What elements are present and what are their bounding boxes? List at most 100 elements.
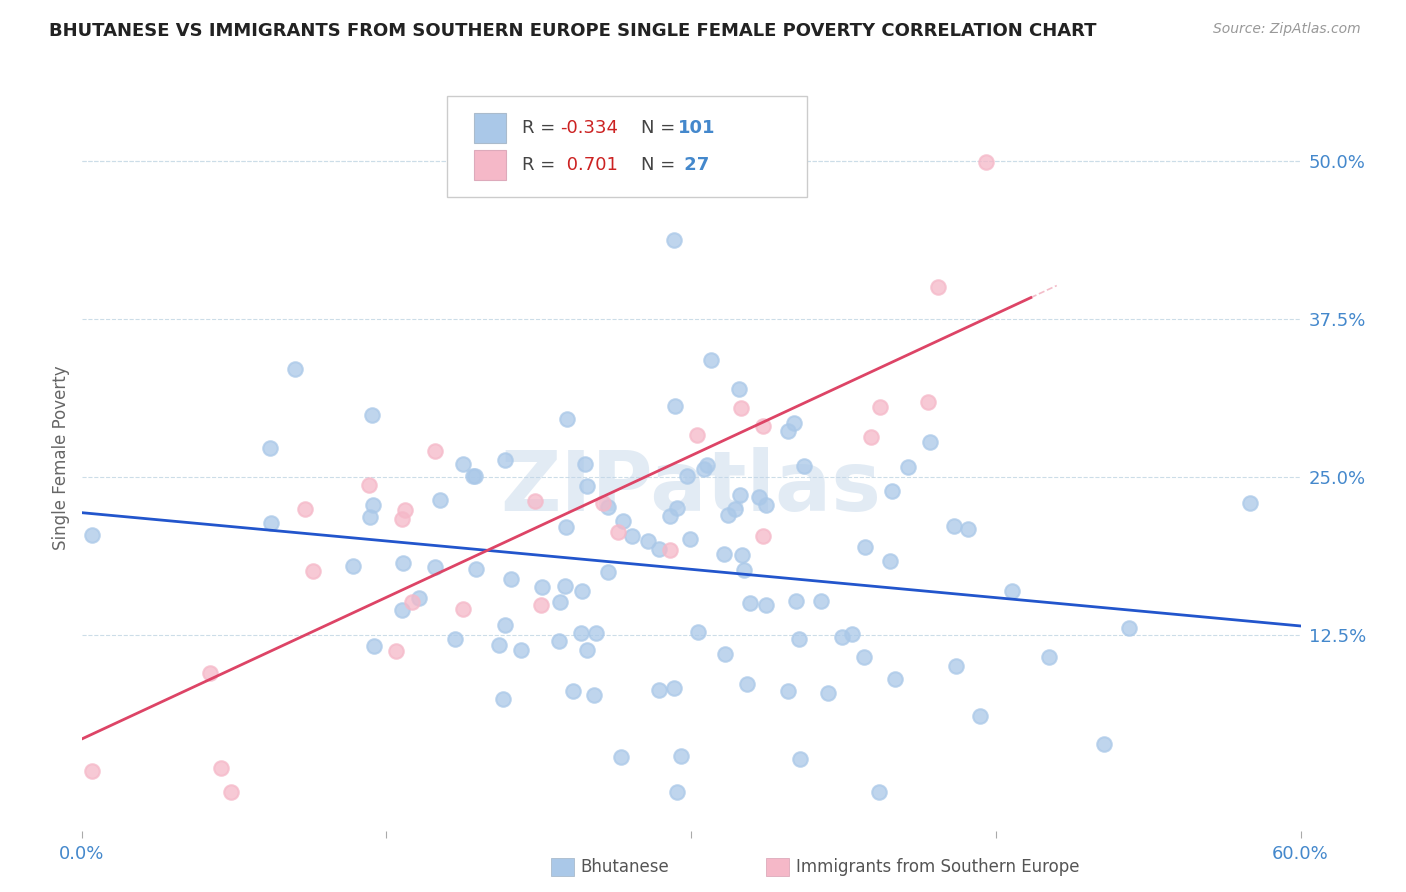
Point	[464, 468, 486, 483]
Point	[853, 649, 876, 664]
Point	[810, 594, 832, 608]
Point	[499, 572, 522, 586]
Point	[555, 520, 578, 534]
Point	[576, 479, 599, 493]
Point	[574, 458, 596, 472]
Point	[284, 361, 307, 376]
Point	[751, 529, 773, 543]
Text: Immigrants from Southern Europe: Immigrants from Southern Europe	[796, 858, 1080, 876]
Point	[391, 602, 413, 616]
Point	[869, 400, 891, 414]
Point	[664, 399, 686, 413]
Point	[585, 626, 607, 640]
Point	[751, 418, 773, 433]
Point	[612, 514, 634, 528]
Point	[880, 484, 903, 499]
Point	[609, 750, 631, 764]
Point	[917, 394, 939, 409]
Text: N =: N =	[641, 155, 681, 174]
Point	[733, 563, 755, 577]
Point	[423, 559, 446, 574]
Point	[524, 494, 547, 508]
FancyBboxPatch shape	[474, 150, 506, 179]
Point	[662, 233, 685, 247]
Text: R =: R =	[522, 155, 561, 174]
Point	[598, 565, 620, 579]
Point	[554, 579, 576, 593]
Text: N =: N =	[641, 119, 681, 137]
Point	[200, 666, 222, 681]
Point	[423, 443, 446, 458]
Point	[841, 627, 863, 641]
Text: BHUTANESE VS IMMIGRANTS FROM SOUTHERN EUROPE SINGLE FEMALE POVERTY CORRELATION C: BHUTANESE VS IMMIGRANTS FROM SOUTHERN EU…	[49, 22, 1097, 40]
Point	[783, 416, 806, 430]
Point	[868, 785, 890, 799]
Point	[658, 508, 681, 523]
Y-axis label: Single Female Poverty: Single Female Poverty	[52, 366, 70, 550]
Point	[385, 644, 408, 658]
Point	[793, 458, 815, 473]
Point	[927, 279, 949, 293]
Point	[696, 458, 718, 472]
Point	[665, 785, 688, 799]
Point	[662, 681, 685, 696]
Point	[453, 457, 475, 471]
Point	[648, 541, 671, 556]
FancyBboxPatch shape	[474, 113, 506, 143]
Point	[974, 155, 997, 169]
Point	[831, 630, 853, 644]
Point	[637, 533, 659, 548]
Point	[342, 559, 364, 574]
Point	[294, 501, 316, 516]
Point	[548, 633, 571, 648]
Point	[392, 557, 415, 571]
Point	[548, 594, 571, 608]
Point	[688, 625, 710, 640]
Point	[530, 581, 553, 595]
Point	[666, 500, 689, 515]
Point	[1038, 650, 1060, 665]
Point	[957, 522, 980, 536]
Point	[80, 528, 103, 542]
Text: 0.701: 0.701	[561, 155, 617, 174]
Point	[444, 632, 467, 646]
Point	[700, 352, 723, 367]
Point	[755, 499, 778, 513]
Point	[492, 691, 515, 706]
Point	[778, 684, 800, 698]
Text: R =: R =	[522, 119, 561, 137]
Text: -0.334: -0.334	[561, 119, 619, 137]
Point	[80, 764, 103, 779]
Point	[429, 492, 451, 507]
Point	[1001, 584, 1024, 599]
Point	[724, 501, 747, 516]
Point	[969, 709, 991, 723]
Text: Bhutanese: Bhutanese	[581, 858, 669, 876]
Point	[714, 647, 737, 661]
Point	[361, 408, 384, 422]
Text: 101: 101	[678, 119, 716, 137]
Point	[730, 401, 752, 416]
Text: 27: 27	[678, 155, 709, 174]
Point	[679, 532, 702, 546]
Point	[219, 785, 242, 799]
Point	[621, 529, 644, 543]
Point	[571, 584, 593, 599]
Text: ZIPatlas: ZIPatlas	[501, 448, 882, 528]
Point	[945, 659, 967, 673]
Point	[1092, 737, 1115, 751]
FancyBboxPatch shape	[447, 96, 807, 197]
Point	[738, 596, 761, 610]
Point	[748, 490, 770, 504]
Point	[451, 602, 474, 616]
Point	[576, 643, 599, 657]
Point	[728, 488, 751, 502]
Point	[1118, 621, 1140, 635]
Point	[260, 516, 283, 530]
Point	[713, 547, 735, 561]
Point	[686, 428, 709, 442]
Point	[607, 524, 630, 539]
Point	[561, 684, 583, 698]
Point	[494, 452, 516, 467]
Point	[401, 595, 423, 609]
